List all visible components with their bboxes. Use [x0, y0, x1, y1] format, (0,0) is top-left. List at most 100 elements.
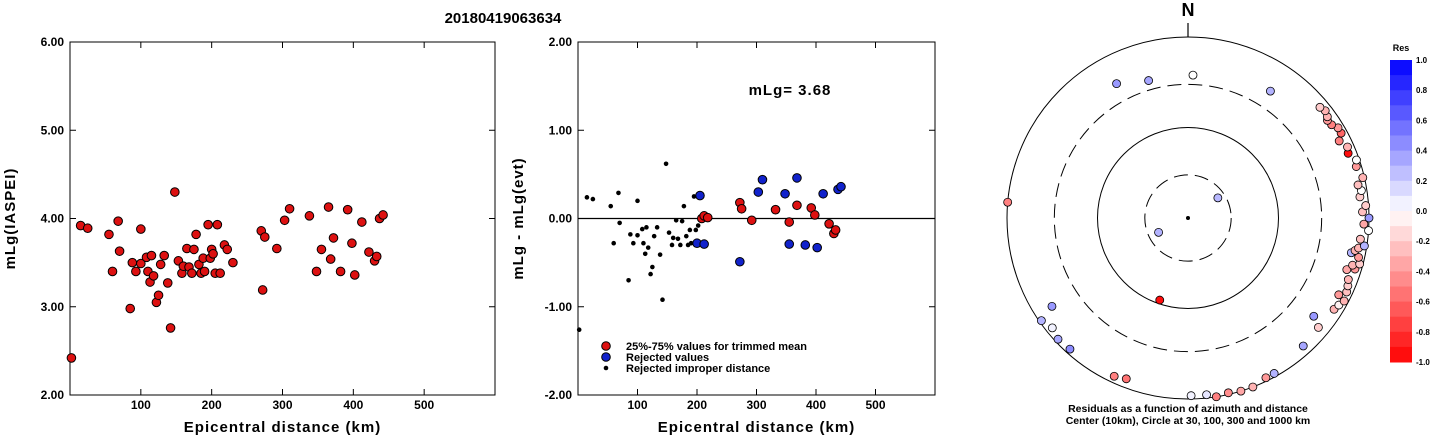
data-point [349, 270, 360, 280]
y-tick-label: -2.00 [545, 388, 573, 402]
x-axis-label: Epicentral distance (km) [658, 419, 855, 436]
data-point [792, 173, 802, 183]
x-tick-label: 100 [131, 398, 151, 412]
data-point [695, 223, 701, 228]
data-point [657, 252, 663, 257]
station-point [1334, 290, 1344, 300]
x-tick-label: 400 [343, 398, 363, 412]
figure-title: 20180419063634 [445, 10, 562, 27]
data-point [316, 244, 327, 255]
data-point [780, 188, 790, 199]
epicenter-marker [1186, 216, 1190, 220]
colorbar-segment [1390, 271, 1412, 287]
data-point [654, 225, 660, 230]
station-point [1047, 323, 1057, 333]
colorbar-segment [1390, 331, 1412, 348]
data-point [784, 239, 795, 249]
data-point [328, 233, 339, 243]
colorbar-segment [1390, 150, 1412, 167]
data-point [648, 271, 653, 277]
station-point [1248, 382, 1258, 392]
station-point [1364, 213, 1374, 223]
data-point [189, 244, 199, 255]
station-point [1315, 102, 1325, 112]
data-point [812, 242, 822, 253]
data-point [666, 230, 672, 235]
colorbar-tick-label: 0.4 [1416, 147, 1428, 156]
station-point [1266, 86, 1275, 96]
legend-label: Rejected improper distance [626, 363, 770, 375]
data-point [810, 210, 820, 220]
data-point [784, 217, 795, 227]
station-point [1364, 226, 1373, 236]
y-tick-label: 2.00 [549, 35, 573, 49]
station-point [1036, 316, 1046, 326]
station-point [1213, 193, 1223, 203]
data-point [107, 266, 118, 277]
colorbar-title: Res [1393, 43, 1410, 53]
station-point [1361, 201, 1371, 210]
data-point [663, 161, 669, 167]
data-point [311, 266, 322, 277]
data-point [170, 187, 180, 197]
colorbar-segment [1390, 135, 1412, 152]
data-point [617, 220, 622, 226]
station-point [1112, 79, 1121, 89]
data-point [635, 198, 640, 204]
x-tick-label: 400 [806, 398, 826, 412]
data-point [371, 251, 382, 262]
data-point [611, 240, 616, 246]
data-point [792, 200, 802, 211]
data-point [325, 254, 336, 264]
data-point [104, 229, 114, 240]
x-tick-label: 500 [414, 398, 434, 412]
data-point [688, 240, 694, 246]
legend-marker [601, 352, 611, 362]
data-point [272, 243, 282, 254]
legend-label: Rejected values [626, 352, 709, 364]
data-point [770, 204, 781, 215]
panel-residual-vs-distance: 100 200 300 400 500 -2.00 -1.00 0.00 1.00 2.00 Epi… [510, 35, 936, 436]
data-point [736, 203, 747, 214]
data-point [687, 227, 693, 233]
data-point [284, 203, 295, 214]
data-point [212, 219, 223, 230]
station-point [1211, 392, 1221, 402]
station-point [1261, 373, 1271, 383]
data-point [131, 266, 141, 277]
data-point [681, 203, 687, 209]
caption-line-2: Center (10km), Circle at 30, 100, 300 an… [1066, 415, 1311, 427]
north-label: N [1182, 0, 1195, 20]
colorbar-tick-label: 0.8 [1416, 86, 1428, 95]
station-point [1355, 234, 1365, 244]
data-point [669, 242, 675, 248]
colorbar-segment [1390, 256, 1412, 272]
data-point [635, 232, 640, 238]
data-point [159, 250, 170, 261]
y-tick-label: 2.00 [41, 388, 65, 402]
colorbar-segment [1390, 226, 1412, 242]
data-point [641, 240, 646, 246]
station-point [1223, 388, 1233, 398]
data-point [639, 226, 645, 232]
data-point [608, 203, 614, 209]
data-point [746, 215, 757, 226]
data-point [645, 245, 651, 250]
colorbar-segment [1390, 120, 1412, 136]
x-tick-label: 300 [746, 398, 766, 412]
station-point [1188, 70, 1198, 80]
y-axis-label: mLg - mLg(evt) [510, 157, 527, 279]
data-point [347, 238, 357, 249]
data-point [82, 223, 93, 234]
y-tick-label: 4.00 [41, 212, 65, 226]
x-tick-label: 200 [202, 398, 222, 412]
station-point [1121, 374, 1131, 384]
data-point [136, 224, 146, 234]
station-point [1359, 241, 1369, 251]
data-point [187, 268, 197, 279]
caption-line-1: Residuals as a function of azimuth and d… [1068, 403, 1308, 415]
data-point [818, 188, 828, 199]
data-point [628, 232, 633, 237]
data-point [215, 268, 225, 279]
data-point [259, 232, 270, 242]
